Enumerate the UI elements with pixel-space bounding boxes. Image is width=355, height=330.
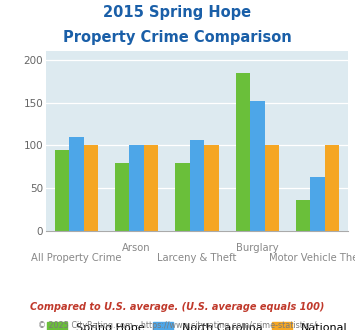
Bar — [325, 145, 339, 231]
Text: 2015 Spring Hope: 2015 Spring Hope — [103, 5, 252, 20]
Bar — [204, 145, 219, 231]
Bar — [264, 145, 279, 231]
Bar — [250, 101, 264, 231]
Legend: Spring Hope, North Carolina, National: Spring Hope, North Carolina, National — [47, 322, 347, 330]
Bar — [175, 163, 190, 231]
Bar — [311, 177, 325, 231]
Bar — [236, 73, 250, 231]
Text: All Property Crime: All Property Crime — [31, 253, 121, 263]
Text: Burglary: Burglary — [236, 243, 279, 253]
Bar — [115, 163, 130, 231]
Bar — [130, 145, 144, 231]
Bar — [55, 149, 69, 231]
Text: Larceny & Theft: Larceny & Theft — [157, 253, 237, 263]
Bar — [83, 145, 98, 231]
Bar — [296, 200, 311, 231]
Text: Motor Vehicle Theft: Motor Vehicle Theft — [269, 253, 355, 263]
Text: Arson: Arson — [122, 243, 151, 253]
Text: © 2025 CityRating.com - https://www.cityrating.com/crime-statistics/: © 2025 CityRating.com - https://www.city… — [38, 321, 317, 330]
Text: Compared to U.S. average. (U.S. average equals 100): Compared to U.S. average. (U.S. average … — [30, 302, 325, 312]
Bar — [190, 140, 204, 231]
Bar — [144, 145, 158, 231]
Text: Property Crime Comparison: Property Crime Comparison — [63, 30, 292, 45]
Bar — [69, 137, 83, 231]
